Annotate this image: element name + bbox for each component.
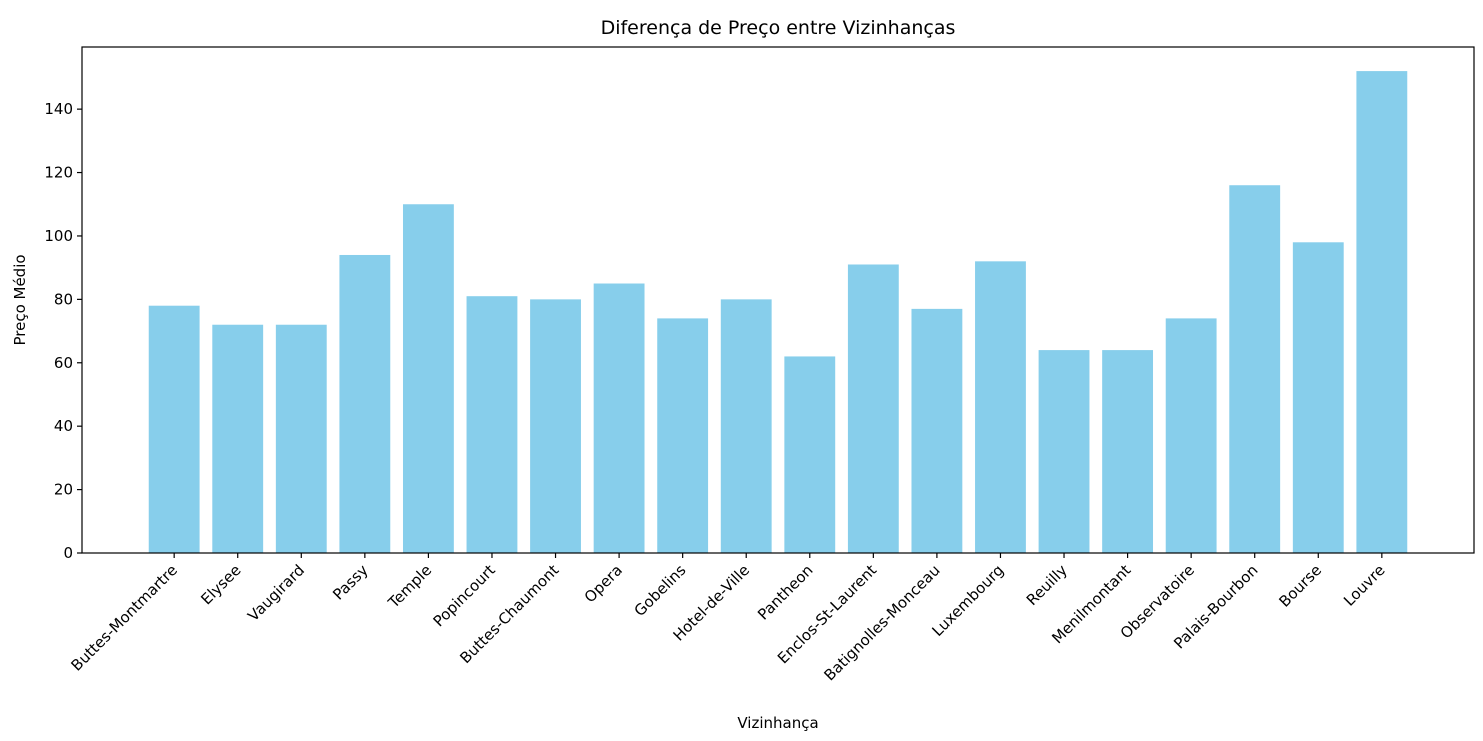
y-tick-label: 80: [54, 290, 73, 308]
x-tick-label: Bourse: [1275, 561, 1325, 611]
x-tick-label: Pantheon: [754, 561, 816, 623]
x-axis-label: Vizinhança: [737, 714, 818, 732]
x-tick-label: Batignolles-Monceau: [820, 561, 943, 684]
x-tick-label: Buttes-Montmartre: [68, 561, 181, 674]
bar-bourse: [1292, 242, 1344, 553]
bar-elysee: [212, 324, 264, 553]
x-tick-label: Louvre: [1340, 561, 1389, 610]
y-tick-label: 60: [54, 354, 73, 372]
bar-temple: [402, 204, 454, 554]
bar-observatoire: [1165, 318, 1217, 553]
x-tick-label: Passy: [329, 561, 372, 604]
bar-pantheon: [784, 356, 836, 553]
bar-louvre: [1356, 71, 1408, 553]
bar-passy: [339, 254, 391, 553]
bar-gobelins: [657, 318, 709, 553]
bar-palais-bourbon: [1229, 185, 1281, 553]
y-tick-label: 100: [44, 227, 73, 245]
x-tick-label: Temple: [384, 561, 435, 612]
x-tick-label: Elysee: [197, 561, 244, 608]
x-tick-label: Popincourt: [430, 561, 499, 630]
bar-reuilly: [1038, 350, 1090, 553]
y-axis-label: Preço Médio: [11, 254, 29, 345]
x-axis-ticks: Buttes-Montmartre Elysee Vaugirard Passy Tem…: [68, 553, 1389, 684]
y-tick-label: 0: [63, 544, 73, 562]
bar-vaugirard: [275, 324, 327, 553]
y-axis-ticks: 0 20 40 60 80 100 120 140: [44, 100, 82, 562]
bar-menilmontant: [1102, 350, 1154, 553]
x-tick-label: Gobelins: [631, 561, 690, 620]
y-tick-label: 40: [54, 417, 73, 435]
bar-opera: [593, 283, 645, 553]
x-tick-label: Reuilly: [1023, 561, 1071, 609]
bars-group: [148, 71, 1408, 554]
bar-enclos-st-laurent: [847, 264, 899, 553]
x-tick-label: Vaugirard: [244, 561, 308, 625]
bar-hotel-de-ville: [720, 299, 772, 553]
y-tick-label: 120: [44, 164, 73, 182]
bar-batignolles-monceau: [911, 308, 963, 553]
bar-luxembourg: [975, 261, 1026, 553]
y-tick-label: 140: [44, 100, 73, 118]
y-tick-label: 20: [54, 481, 73, 499]
chart-title: Diferença de Preço entre Vizinhanças: [601, 17, 956, 39]
bar-popincourt: [466, 296, 518, 553]
bar-buttes-montmartre: [148, 305, 200, 553]
x-tick-label: Opera: [581, 561, 626, 606]
plot-frame: [81, 46, 1475, 554]
bar-buttes-chaumont: [530, 299, 581, 553]
